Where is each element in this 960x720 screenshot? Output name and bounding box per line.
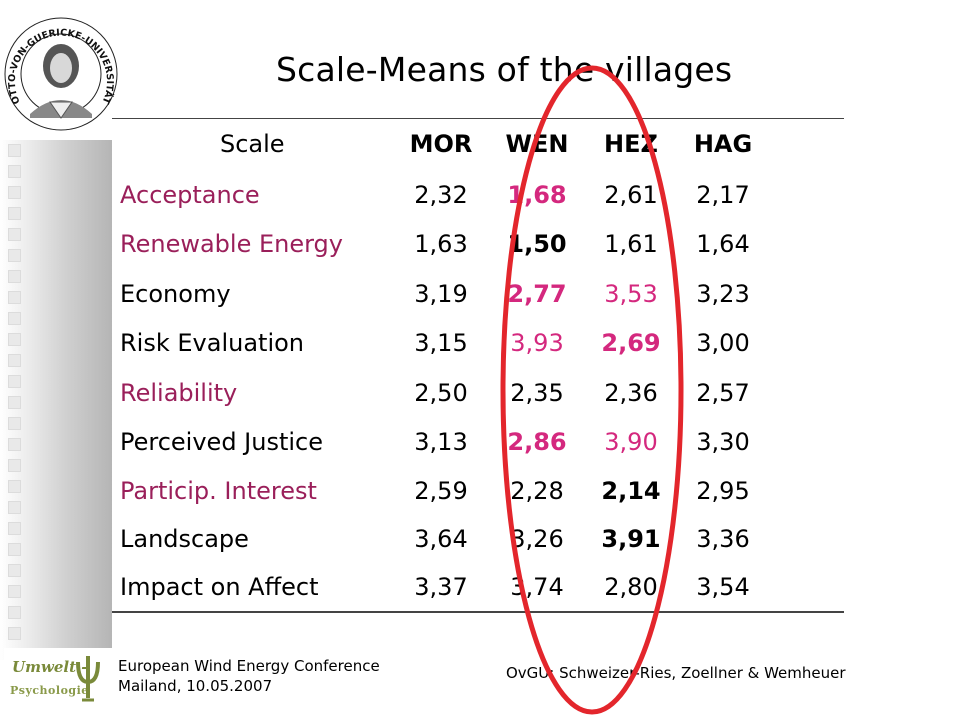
cell-hag: 2,17	[696, 181, 750, 209]
row-label: Landscape	[120, 525, 249, 553]
table-bottom-rule	[112, 611, 844, 613]
decorative-square	[8, 165, 21, 178]
decorative-square	[8, 606, 21, 619]
table-row: Impact on Affect 3,37 3,74 2,80 3,54	[112, 573, 844, 621]
table-header-row: Scale MOR WEN HEZ HAG	[112, 130, 844, 178]
header-scale: Scale	[220, 130, 285, 158]
decorative-square	[8, 417, 21, 430]
cell-mor: 2,59	[414, 477, 468, 505]
decorative-square	[8, 585, 21, 598]
cell-mor: 1,63	[414, 230, 468, 258]
cell-hag: 3,00	[696, 329, 750, 357]
cell-hag: 3,30	[696, 428, 750, 456]
psi-icon	[76, 656, 100, 702]
row-label: Impact on Affect	[120, 573, 319, 601]
decorative-squares	[8, 144, 22, 690]
cell-hag: 3,23	[696, 280, 750, 308]
row-label: Reliability	[120, 379, 238, 407]
decorative-square	[8, 522, 21, 535]
decorative-square	[8, 144, 21, 157]
decorative-square	[8, 501, 21, 514]
row-label: Economy	[120, 280, 231, 308]
table-top-rule	[112, 118, 844, 119]
cell-hez: 3,53	[604, 280, 658, 308]
footer-conference-name: European Wind Energy Conference	[118, 657, 380, 675]
cell-hag: 2,95	[696, 477, 750, 505]
cell-wen: 2,86	[507, 428, 567, 456]
cell-wen: 3,26	[510, 525, 564, 553]
cell-wen: 2,28	[510, 477, 564, 505]
cell-hez: 2,80	[604, 573, 658, 601]
cell-mor: 2,32	[414, 181, 468, 209]
row-label: Perceived Justice	[120, 428, 324, 456]
row-label: Renewable Energy	[120, 230, 343, 258]
cell-hag: 1,64	[696, 230, 750, 258]
cell-hag: 3,54	[696, 573, 750, 601]
decorative-square	[8, 480, 21, 493]
cell-hez: 3,90	[604, 428, 658, 456]
decorative-square	[8, 333, 21, 346]
row-label: Particip. Interest	[120, 477, 317, 505]
decorative-square	[8, 627, 21, 640]
cell-wen: 1,50	[507, 230, 567, 258]
decorative-square	[8, 186, 21, 199]
cell-hez: 2,14	[601, 477, 661, 505]
cell-hez: 1,61	[604, 230, 658, 258]
table-row: Landscape 3,64 3,26 3,91 3,36	[112, 525, 844, 573]
decorative-square	[8, 270, 21, 283]
umwelt-psychologie-logo: Umwelt - Psychologie	[4, 648, 114, 708]
cell-mor: 3,19	[414, 280, 468, 308]
decorative-square	[8, 354, 21, 367]
cell-mor: 3,13	[414, 428, 468, 456]
cell-hag: 3,36	[696, 525, 750, 553]
header-mor: MOR	[409, 130, 473, 158]
decorative-square	[8, 228, 21, 241]
footer-authors: OvGU: Schweizer-Ries, Zoellner & Wemheue…	[506, 664, 846, 682]
decorative-square	[8, 207, 21, 220]
table-row: Risk Evaluation 3,15 3,93 2,69 3,00	[112, 329, 844, 377]
cell-wen: 2,35	[510, 379, 564, 407]
cell-wen: 1,68	[507, 181, 567, 209]
cell-hez: 3,91	[601, 525, 661, 553]
footer-conference: European Wind Energy Conference Mailand,…	[118, 656, 380, 696]
decorative-square	[8, 291, 21, 304]
university-seal-icon: OTTO-VON-GUERICKE-UNIVERSITÄT MAGDEBURG	[2, 6, 118, 131]
cell-wen: 3,74	[510, 573, 564, 601]
cell-hag: 2,57	[696, 379, 750, 407]
decorative-square	[8, 543, 21, 556]
cell-hez: 2,69	[601, 329, 661, 357]
cell-wen: 3,93	[510, 329, 564, 357]
cell-mor: 3,37	[414, 573, 468, 601]
header-hag: HAG	[693, 130, 753, 158]
table-row: Acceptance 2,32 1,68 2,61 2,17	[112, 181, 844, 229]
decorative-square	[8, 396, 21, 409]
header-wen: WEN	[505, 130, 569, 158]
decorative-square	[8, 564, 21, 577]
cell-mor: 3,64	[414, 525, 468, 553]
table-row: Renewable Energy 1,63 1,50 1,61 1,64	[112, 230, 844, 278]
decorative-square	[8, 459, 21, 472]
cell-wen: 2,77	[507, 280, 567, 308]
cell-mor: 3,15	[414, 329, 468, 357]
page-title: Scale-Means of the villages	[276, 50, 733, 89]
row-label: Risk Evaluation	[120, 329, 305, 357]
decorative-square	[8, 375, 21, 388]
table-row: Economy 3,19 2,77 3,53 3,23	[112, 280, 844, 328]
decorative-square	[8, 249, 21, 262]
left-decorative-bar	[0, 140, 112, 682]
psych-logo-line2: Psychologie	[10, 684, 89, 697]
row-label: Acceptance	[120, 181, 260, 209]
psych-logo-line1: Umwelt -	[12, 658, 87, 676]
decorative-square	[8, 312, 21, 325]
table-row: Perceived Justice 3,13 2,86 3,90 3,30	[112, 428, 844, 476]
decorative-square	[8, 438, 21, 451]
table-row: Particip. Interest 2,59 2,28 2,14 2,95	[112, 477, 844, 525]
footer-place-date: Mailand, 10.05.2007	[118, 677, 273, 695]
table-row: Reliability 2,50 2,35 2,36 2,57	[112, 379, 844, 427]
cell-hez: 2,36	[604, 379, 658, 407]
cell-hez: 2,61	[604, 181, 658, 209]
header-hez: HEZ	[604, 130, 658, 158]
cell-mor: 2,50	[414, 379, 468, 407]
